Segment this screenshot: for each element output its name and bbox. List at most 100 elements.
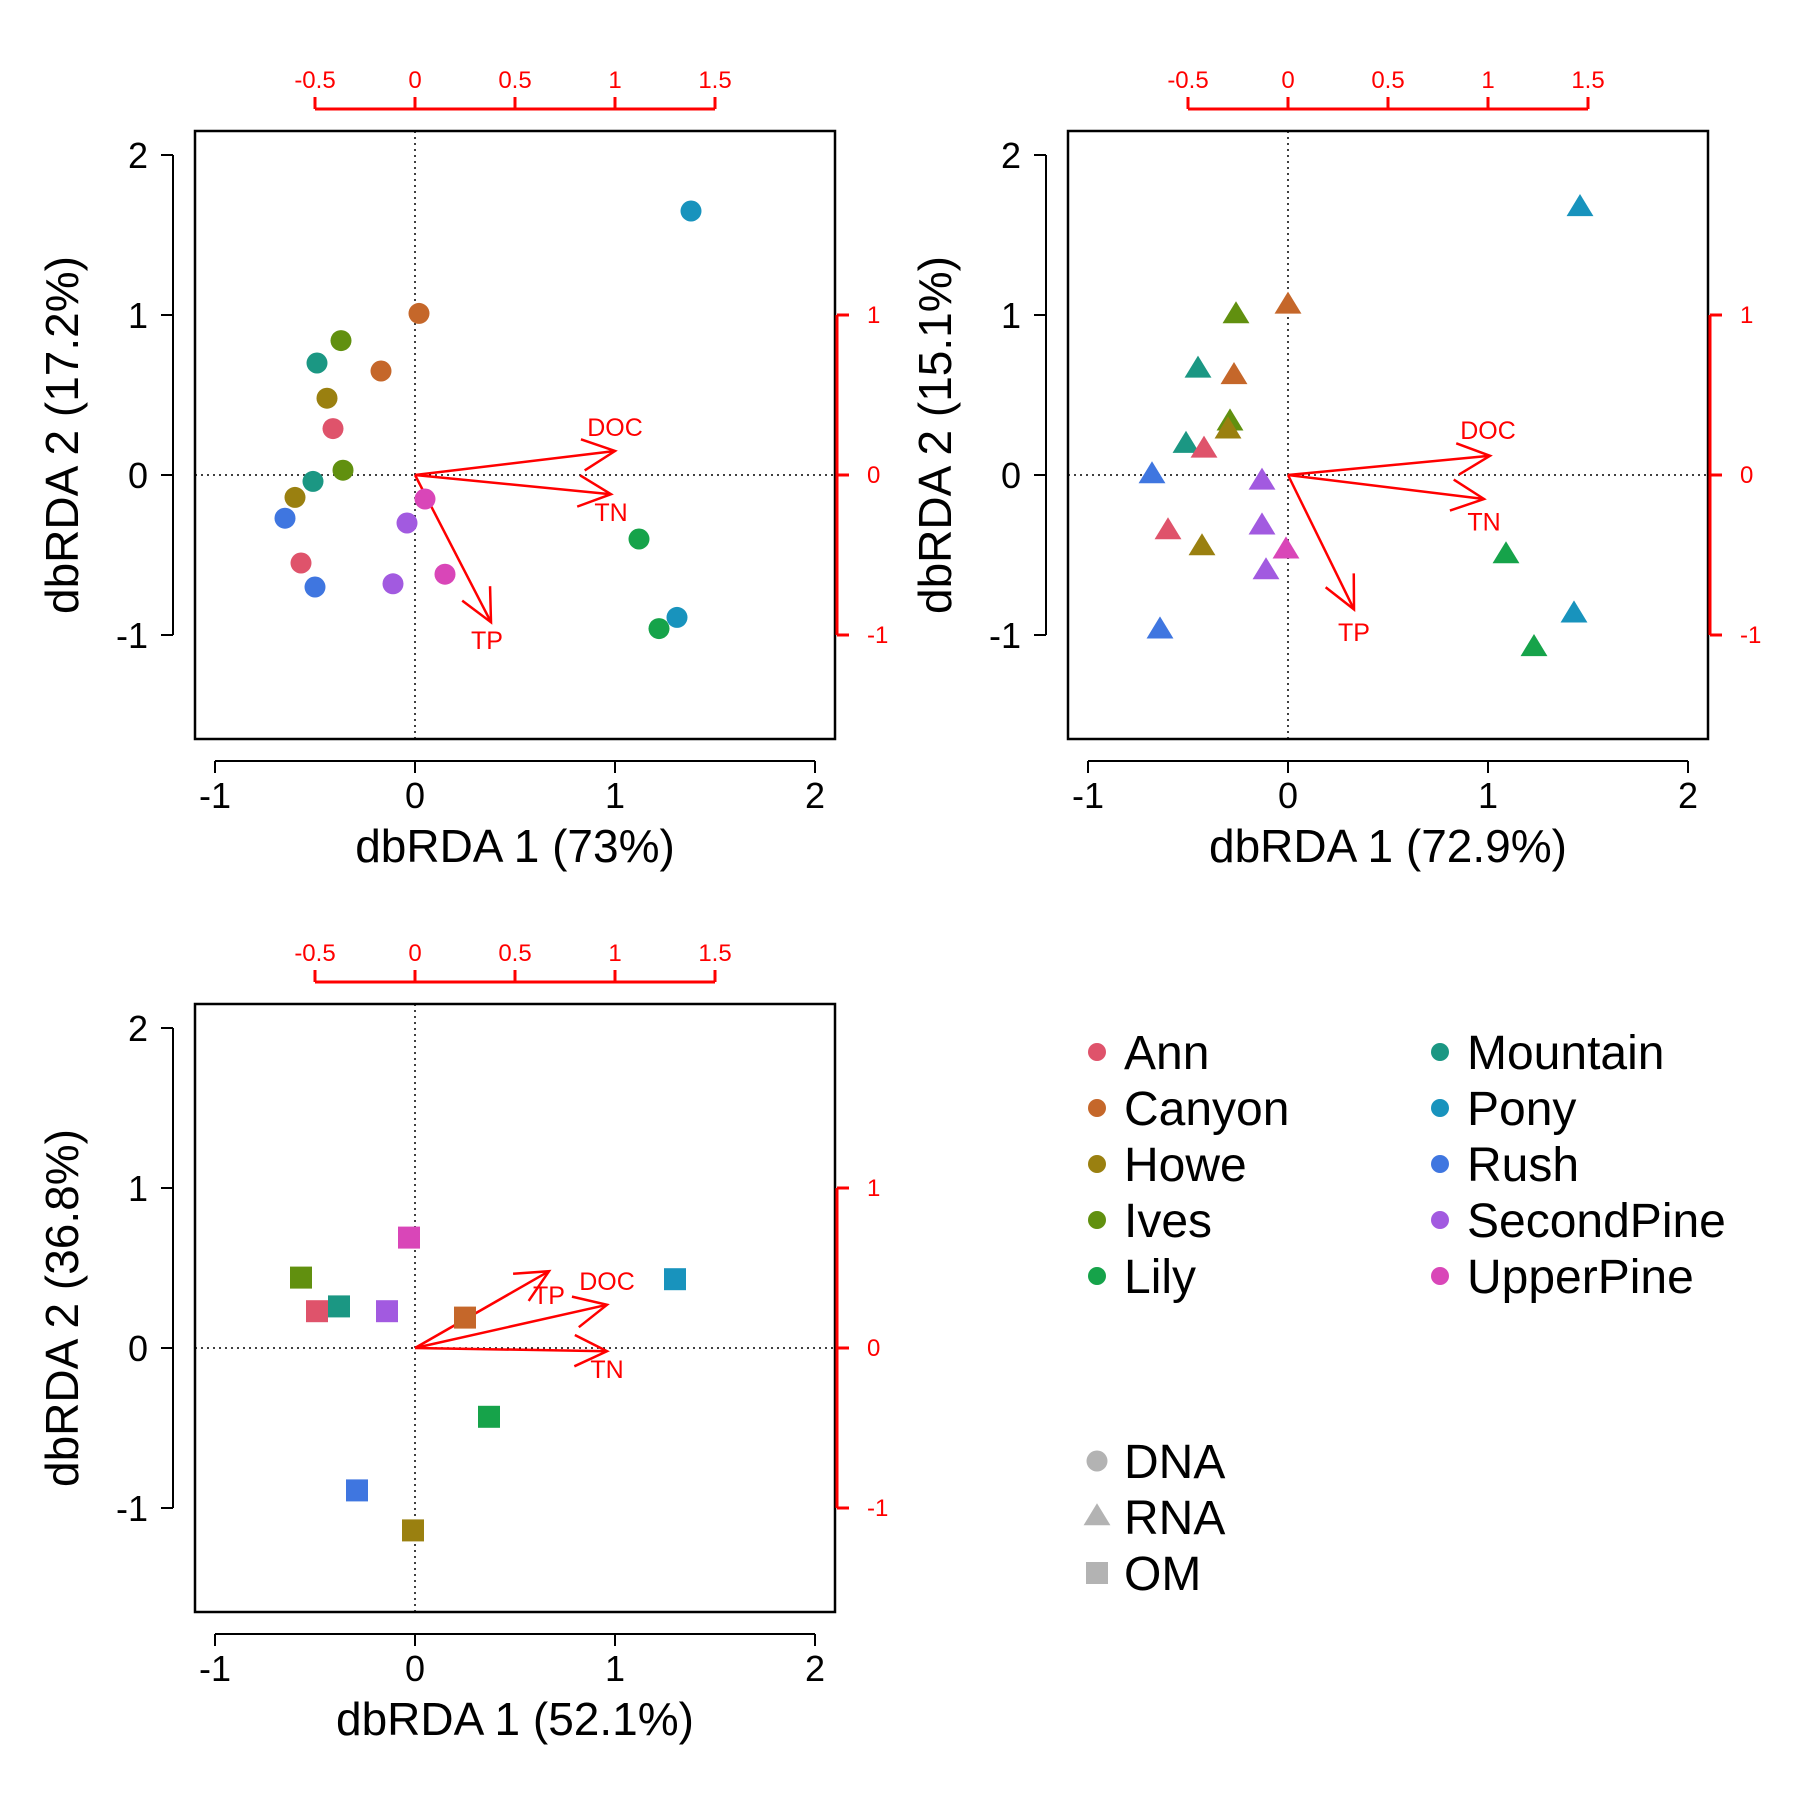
point-ann [306, 1300, 328, 1323]
biplot-top-tick-label: 0.5 [498, 67, 531, 94]
biplot-right-tick-label: 0 [1740, 462, 1753, 489]
vector-label-tn: TN [590, 1356, 623, 1384]
point-secondpine [1248, 467, 1276, 490]
legend-label-dna: DNA [1124, 1436, 1225, 1489]
point-ann [1190, 435, 1218, 458]
biplot-top-tick-label: 1 [1481, 67, 1494, 94]
vector-arrowhead-tn [1449, 478, 1487, 512]
vector-doc [414, 449, 616, 477]
legend-swatch-canyon [1088, 1099, 1106, 1117]
biplot-right-tick-label: -1 [867, 622, 888, 649]
biplot-top-tick-label: 0.5 [1371, 67, 1404, 94]
x-tick-label: 2 [805, 775, 825, 816]
vector-label-tp: TP [533, 1282, 565, 1310]
point-howe [284, 486, 306, 508]
legend-swatch-upperpine [1431, 1267, 1449, 1285]
point-rush [346, 1479, 368, 1502]
legend-label-rna: RNA [1124, 1492, 1225, 1545]
legend-label-rush: Rush [1467, 1139, 1579, 1192]
point-pony [680, 200, 702, 222]
point-secondpine [1252, 557, 1280, 580]
vector-label-tn: TN [1467, 508, 1500, 536]
x-tick-label: -1 [1072, 775, 1104, 816]
biplot-right-tick-label: -1 [1740, 622, 1761, 649]
point-howe [1188, 533, 1216, 556]
biplot-top-tick-label: 1.5 [698, 67, 731, 94]
vector-arrowhead-doc [1455, 442, 1493, 476]
point-lily [478, 1405, 500, 1428]
vector-label-doc: DOC [579, 1268, 635, 1296]
biplot-top-tick-label: 0 [408, 940, 421, 967]
biplot-right-tick-label: 0 [867, 462, 880, 489]
point-canyon [454, 1306, 476, 1329]
legend-shape-om [1086, 1562, 1108, 1584]
y-tick-label: 2 [128, 135, 148, 176]
point-lily [1520, 634, 1548, 657]
point-mountain [1184, 355, 1212, 378]
point-mountain [302, 470, 324, 492]
point-ives [330, 330, 352, 352]
vector-arrowhead-tp [1324, 573, 1356, 612]
legend-swatch-howe [1088, 1155, 1106, 1173]
point-secondpine [382, 573, 404, 595]
point-mountain [1172, 430, 1200, 453]
biplot-top-tick-label: 0 [1281, 67, 1294, 94]
legend-label-canyon: Canyon [1124, 1083, 1289, 1136]
biplot-top-tick-label: 1.5 [1571, 67, 1604, 94]
vector-tp [414, 1270, 550, 1350]
y-tick-label: -1 [116, 1488, 148, 1529]
point-rush [304, 576, 326, 598]
y-tick-label: -1 [116, 615, 148, 656]
point-ann [290, 552, 312, 574]
legend-label-secondpine: SecondPine [1467, 1195, 1726, 1248]
legend-swatch-rush [1431, 1155, 1449, 1173]
point-ann [1154, 517, 1182, 540]
legend-shape-dna [1086, 1450, 1108, 1472]
point-upperpine [434, 563, 456, 585]
point-ives [332, 459, 354, 481]
vector-doc [414, 1303, 608, 1350]
biplot-top-tick-label: 1 [608, 940, 621, 967]
legend-swatch-mountain [1431, 1043, 1449, 1061]
legend-swatch-secondpine [1431, 1211, 1449, 1229]
point-canyon [1220, 362, 1248, 385]
biplot-right-tick-label: 1 [1740, 302, 1753, 329]
vector-arrowhead-doc [580, 438, 618, 472]
x-tick-label: 2 [1678, 775, 1698, 816]
point-mountain [328, 1295, 350, 1318]
point-upperpine [414, 488, 436, 510]
legend-swatch-ann [1088, 1043, 1106, 1061]
y-tick-label: 1 [128, 1168, 148, 1209]
plot-frame [1066, 129, 1710, 741]
x-tick-label: 0 [1278, 775, 1298, 816]
vector-label-doc: DOC [1460, 417, 1516, 445]
vector-tn [1287, 473, 1485, 501]
biplot-top-tick-label: 1 [608, 67, 621, 94]
om-ordination-panel: -1 0 1 2 dbRDA 1 (52.1%) -1 0 1 2 dbRDA 2 (36.8%)… [36, 940, 888, 1745]
point-howe [1214, 416, 1242, 439]
biplot-right-tick-label: 0 [867, 1335, 880, 1362]
vector-arrowhead-tn [576, 474, 614, 508]
y-axis-title: dbRDA 2 (36.8%) [36, 1129, 88, 1487]
point-lily [628, 528, 650, 550]
vector-tp [1286, 474, 1356, 610]
point-pony [1566, 194, 1594, 217]
vector-arrowhead-tp [461, 586, 493, 625]
plot-frame [193, 1002, 837, 1614]
y-tick-label: 1 [1001, 295, 1021, 336]
y-tick-label: 2 [128, 1008, 148, 1049]
point-rush [1138, 461, 1166, 484]
y-axis-title: dbRDA 2 (17.2%) [36, 256, 88, 614]
biplot-top-tick-label: 0 [408, 67, 421, 94]
biplot-right-tick-label: 1 [867, 1175, 880, 1202]
x-tick-label: -1 [199, 1648, 231, 1689]
legend-swatch-lily [1088, 1267, 1106, 1285]
point-lily [648, 618, 670, 640]
biplot-top-tick-label: -0.5 [1167, 67, 1208, 94]
point-canyon [408, 302, 430, 324]
vector-label-tp: TP [1338, 619, 1370, 647]
y-tick-label: 1 [128, 295, 148, 336]
legend-label-ives: Ives [1124, 1195, 1212, 1248]
